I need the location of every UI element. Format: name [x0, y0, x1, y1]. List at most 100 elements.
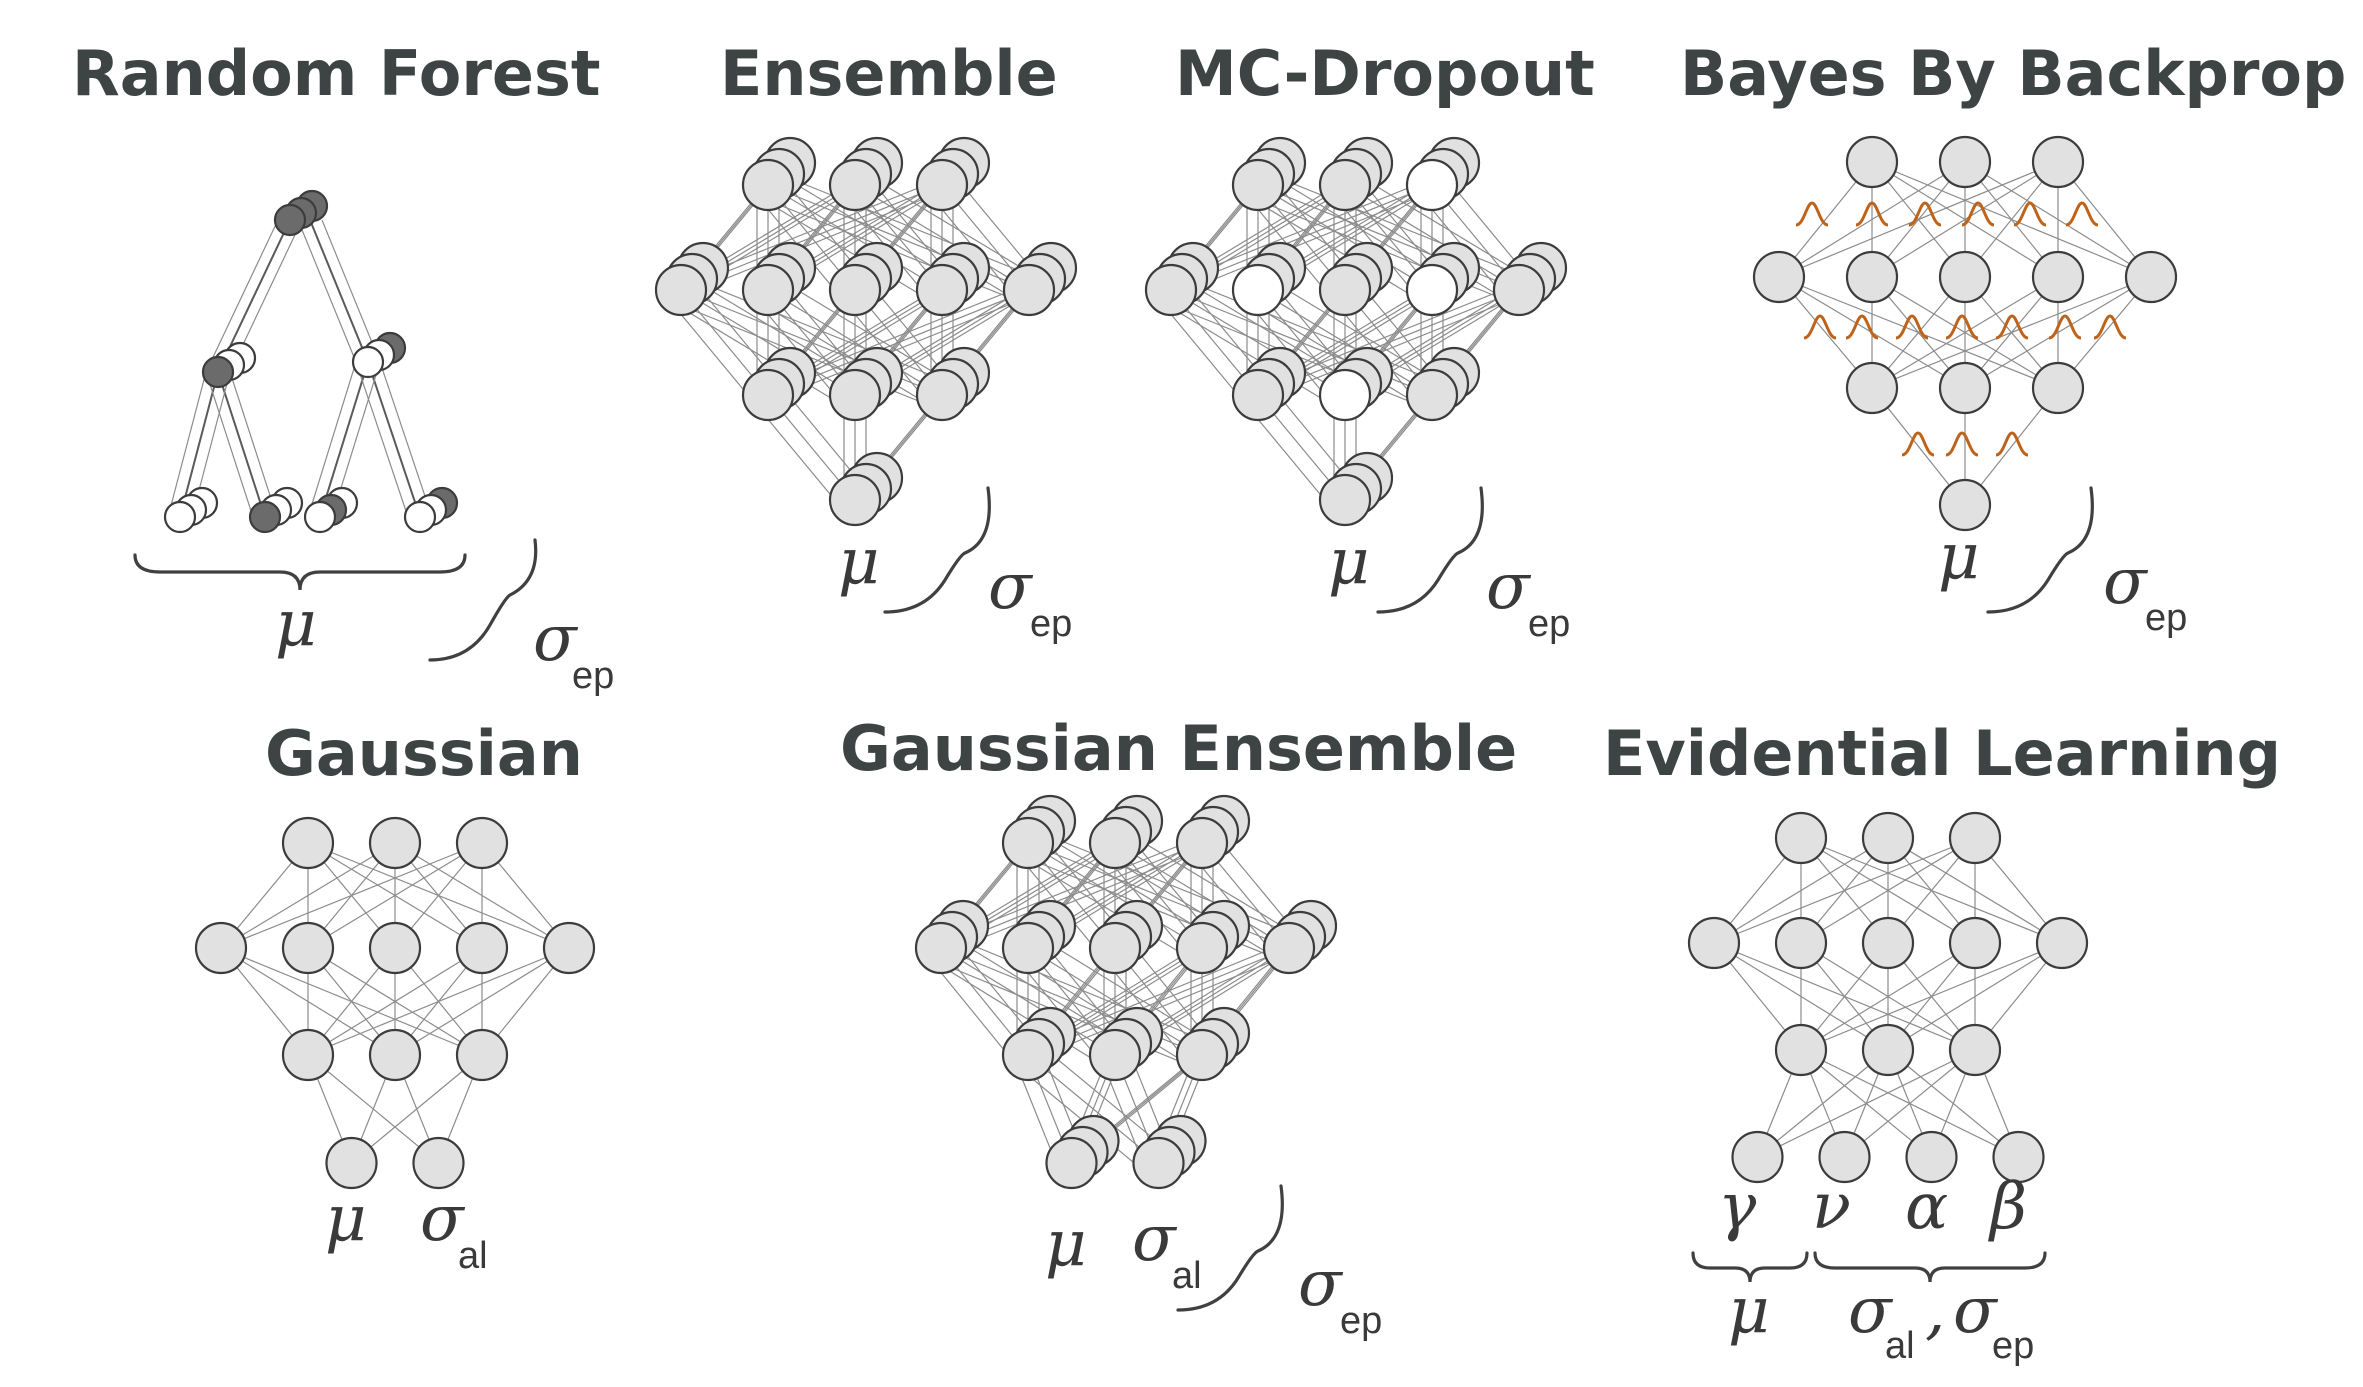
bbb-sigma-label: σ — [2103, 545, 2149, 619]
bayes-node — [1938, 250, 1992, 304]
ens-sigma-subscript: ep — [1030, 603, 1072, 645]
gaussian-edge — [394, 947, 570, 1056]
weight-distribution-curve — [2048, 314, 2082, 340]
bbb-sigma-subscript: ep — [2145, 597, 2187, 639]
gaussian-node — [281, 921, 335, 975]
evidential-edge — [1800, 837, 1976, 944]
ensemble-node — [828, 263, 882, 317]
gaussian-node — [542, 921, 596, 975]
evidential-node — [1731, 1130, 1784, 1184]
bayes-edge — [1871, 161, 2059, 278]
evidential-edge — [1713, 837, 1889, 944]
forest-branch-light — [379, 361, 433, 518]
evidential-node — [1774, 811, 1828, 865]
forest-branch — [367, 361, 421, 518]
forest-branch-light — [205, 371, 254, 518]
ensemble-shadow-edge — [691, 173, 954, 280]
ensemble-node — [1002, 263, 1056, 317]
ensemble-node — [741, 263, 795, 317]
gaussian-ensemble-shadow-edge — [929, 958, 1018, 1067]
evidential-node — [1861, 1023, 1915, 1077]
mcdropout-node — [1231, 368, 1285, 422]
evidential-node — [1774, 916, 1828, 970]
bayes-node — [1752, 250, 1806, 304]
forest-branch-light — [297, 219, 357, 363]
gens-mu-label: μ — [1045, 1207, 1087, 1281]
gaussian-edge — [220, 842, 483, 949]
gau-sigma-subscript: al — [458, 1235, 488, 1277]
evidential-node — [2035, 916, 2089, 970]
evidential-edge — [1757, 1049, 1889, 1158]
mcdropout-shadow-edge — [1268, 278, 1531, 385]
weight-distribution-curve — [2013, 201, 2047, 227]
weight-distribution-curve — [1961, 201, 1995, 227]
mcdropout-shadow-edge — [1159, 300, 1248, 407]
mcdropout-node — [1405, 263, 1459, 317]
weight-distribution-curve — [1803, 314, 1837, 340]
gaussian-ensemble-node — [914, 921, 968, 975]
gaussian-node — [194, 921, 248, 975]
ev-sigma-al-label: σ — [1848, 1274, 1894, 1348]
bayes-node — [2031, 250, 2085, 304]
ev-beta-label: β — [1988, 1170, 2027, 1244]
gaussian-edge — [307, 947, 483, 1056]
gaussian-ensemble-node — [1175, 1028, 1229, 1082]
forest-branch — [217, 371, 266, 518]
gaussian-ensemble-node — [1045, 1136, 1098, 1190]
ev-sigma-ep-subscript: ep — [1992, 1325, 2034, 1367]
ev-sigma-ep-label: σ — [1953, 1274, 1999, 1348]
gaussian-ensemble-node — [1132, 1136, 1185, 1190]
bayes-node — [2124, 250, 2178, 304]
gau-sigma-label: σ — [420, 1182, 466, 1256]
gaussian-node — [455, 921, 509, 975]
gaussian-ensemble-node — [1262, 921, 1316, 975]
bayes-node — [1845, 361, 1899, 415]
gau-mu-label: μ — [325, 1182, 367, 1256]
forest-leaf-node — [303, 500, 337, 534]
evidential-edge — [1800, 942, 2063, 1051]
rf-sigma-subscript: ep — [572, 655, 614, 697]
forest-branch-light — [229, 371, 278, 518]
gaussian-edge — [351, 1054, 483, 1164]
evidential-node — [1948, 1023, 2002, 1077]
mcdropout-node — [1318, 473, 1372, 527]
title-gaussian: Gaussian — [265, 717, 583, 790]
bayes-edge — [1778, 161, 1966, 278]
mcdropout-node — [1318, 263, 1372, 317]
forest-branch-light — [307, 361, 357, 518]
forest-branch-light — [167, 371, 207, 518]
ens-sigma-brace — [883, 486, 991, 614]
mcdropout-node — [1405, 158, 1459, 212]
evidential-node — [1905, 1130, 1958, 1184]
bayes-node — [1938, 361, 1992, 415]
gaussian-ensemble-node — [1175, 921, 1229, 975]
gaussian-edge — [307, 842, 483, 949]
mcdropout-node — [1405, 368, 1459, 422]
gaussian-ensemble-node — [1001, 1028, 1055, 1082]
gaussian-node — [368, 816, 422, 870]
weight-distribution-curve — [1995, 314, 2029, 340]
gens-sigma-ep-subscript: ep — [1340, 1300, 1382, 1342]
bayes-edge — [1964, 276, 2152, 389]
mcd-sigma-subscript: ep — [1528, 603, 1570, 645]
mcdropout-node — [1144, 263, 1198, 317]
ev-mu-brace — [1691, 1251, 1809, 1283]
gens-sigma-al-label: σ — [1132, 1202, 1178, 1276]
evidential-edge — [1713, 837, 1976, 944]
forest-branch-light — [355, 361, 409, 518]
ensemble-node — [828, 473, 882, 527]
mcd-sigma-brace — [1376, 486, 1484, 614]
ev-sigma-brace — [1813, 1251, 2047, 1283]
rf-mu-brace — [133, 553, 467, 591]
forest-branch — [319, 361, 369, 518]
gaussian-ensemble-node — [1175, 816, 1229, 870]
gens-sigma-al-subscript: al — [1172, 1255, 1202, 1297]
bayes-node — [1938, 478, 1992, 532]
forest-branch — [309, 219, 369, 363]
mcdropout-shadow-edge — [1246, 405, 1335, 512]
rf-sigma-label: σ — [533, 602, 579, 676]
gaussian-ensemble-node — [1088, 1028, 1142, 1082]
ensemble-node — [828, 368, 882, 422]
mcd-mu-label: μ — [1328, 525, 1370, 599]
bayes-edge — [1871, 276, 2152, 389]
